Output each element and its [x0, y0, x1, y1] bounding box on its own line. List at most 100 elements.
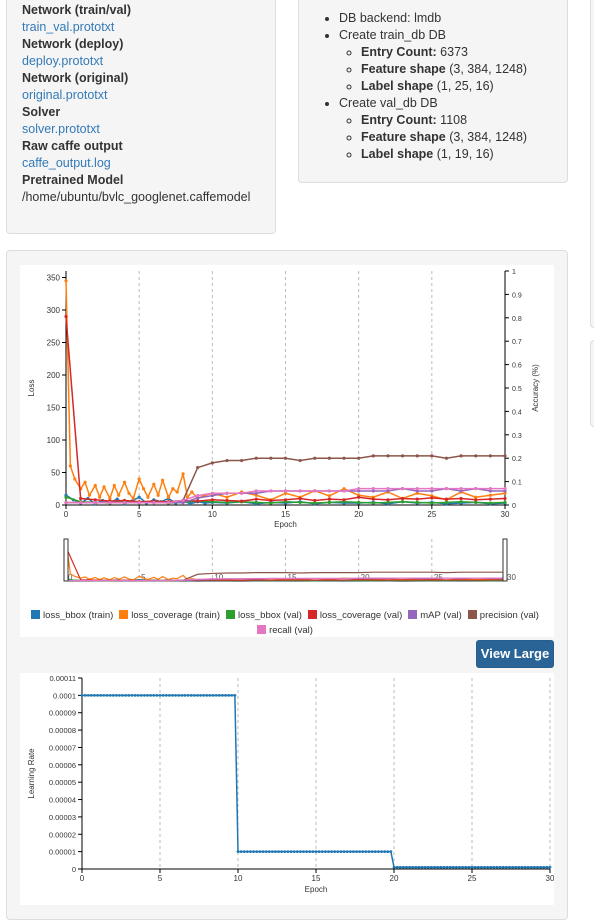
legend-item[interactable]: loss_coverage (val)	[307, 608, 402, 623]
series-point	[240, 499, 244, 503]
lr-point	[230, 693, 234, 697]
legend-item[interactable]: mAP (val)	[408, 608, 462, 623]
lr-point	[261, 850, 265, 854]
dataset-panel: DB backend: lmdb Create train_db DB Entr…	[298, 0, 568, 183]
lr-point	[345, 850, 349, 854]
series-point	[283, 498, 288, 502]
lr-point	[536, 865, 539, 869]
view-large-button[interactable]: View Large	[476, 640, 554, 668]
series-point	[488, 487, 492, 491]
legend-label: loss_bbox (val)	[238, 610, 302, 621]
series-point	[108, 496, 112, 501]
lr-point	[83, 693, 87, 697]
lr-point	[80, 693, 84, 697]
y-axis-label: Loss	[27, 380, 36, 397]
lr-point	[483, 865, 486, 869]
series-point	[166, 501, 171, 505]
series-point	[64, 314, 68, 319]
series-point	[386, 487, 390, 491]
lr-point	[111, 693, 115, 697]
series-point	[73, 477, 77, 481]
series-point	[415, 454, 419, 458]
train-label-shape: Label shape (1, 25, 16)	[361, 78, 527, 95]
lr-y-tick-label: 0.00011	[49, 674, 76, 683]
lr-point	[167, 693, 171, 697]
series-point	[459, 500, 463, 504]
legend-swatch	[31, 610, 41, 619]
legend-item[interactable]: loss_bbox (train)	[31, 608, 113, 623]
nav-series-line	[66, 577, 505, 582]
file-link[interactable]: train_val.prototxt	[22, 20, 115, 34]
lr-point	[196, 693, 199, 697]
lr-point	[205, 693, 209, 697]
series-point	[415, 500, 419, 504]
legend-item[interactable]: recall (val)	[257, 623, 313, 638]
series-line	[65, 280, 506, 501]
lr-point	[114, 693, 118, 697]
lr-x-tick-label: 10	[234, 874, 243, 883]
x-tick-label: 10	[208, 510, 217, 519]
series-point	[269, 498, 273, 503]
nav-x-label: 30	[507, 573, 516, 582]
series-point	[196, 465, 200, 470]
learning-rate-chart-container: 0 5 10 15 20 25 30 Epoch 0 0.00001 0.00002 0.00003 0…	[20, 673, 555, 905]
series-point	[342, 487, 346, 491]
lr-point	[548, 865, 552, 869]
y-tick-label: 350	[47, 274, 61, 283]
legend-item[interactable]: loss_coverage (train)	[119, 608, 220, 623]
legend-swatch	[467, 610, 477, 619]
series-point	[225, 495, 229, 499]
series-point	[327, 456, 331, 460]
lr-point	[467, 865, 471, 869]
series-point	[269, 501, 273, 505]
series-point	[141, 487, 146, 491]
series-point	[196, 494, 200, 498]
series-point	[210, 461, 214, 465]
series-point	[327, 500, 331, 504]
series-point	[254, 500, 258, 504]
lr-point	[373, 850, 377, 854]
file-link[interactable]: solver.prototxt	[22, 122, 100, 136]
lr-point	[86, 693, 90, 697]
series-point	[152, 501, 156, 505]
lr-x-tick-label: 5	[158, 874, 163, 883]
series-point	[488, 489, 492, 493]
series-point	[474, 500, 478, 504]
lr-point	[455, 865, 458, 869]
series-point	[430, 487, 434, 491]
file-link[interactable]: caffe_output.log	[22, 156, 111, 170]
lr-point	[99, 693, 103, 697]
nav-handle-left	[63, 538, 69, 582]
lr-point	[239, 850, 243, 854]
lr-y-tick-label: 0.00001	[49, 848, 76, 857]
file-link[interactable]: deploy.prototxt	[22, 54, 104, 68]
series-point	[112, 483, 116, 488]
legend-item[interactable]: precision (val)	[467, 608, 539, 623]
learning-rate-chart[interactable]: 0 5 10 15 20 25 30 Epoch 0 0.00001 0.00002 0.00003 0…	[20, 673, 555, 905]
lr-point	[323, 850, 327, 854]
series-point	[503, 496, 507, 501]
series-point	[93, 483, 97, 488]
series-point	[488, 454, 492, 458]
lr-point	[295, 850, 299, 854]
y2-tick-label: 0.1	[512, 480, 522, 487]
lr-point	[93, 693, 96, 697]
lr-point	[364, 850, 368, 854]
lr-point	[439, 865, 443, 869]
series-point	[400, 496, 405, 501]
file-link[interactable]: original.prototxt	[22, 88, 108, 102]
series-point	[474, 498, 478, 502]
lr-point	[458, 865, 461, 869]
x-tick-label: 15	[281, 510, 290, 519]
lr-point	[352, 850, 355, 854]
y-tick-label: 250	[47, 339, 61, 348]
lr-point	[283, 850, 287, 854]
series-point	[152, 482, 156, 486]
legend-item[interactable]: loss_bbox (val)	[226, 608, 302, 623]
y2-tick-label: 0.4	[512, 409, 522, 416]
loss-accuracy-chart[interactable]: 0 5 10 15 20 25 30Epoch050100150200250300350Lo…	[20, 265, 554, 637]
series-point	[488, 501, 492, 505]
series-point	[444, 500, 449, 504]
series-point	[225, 498, 229, 503]
job-files-list: Network (train/val) train_val.prototxt Net…	[22, 2, 250, 206]
